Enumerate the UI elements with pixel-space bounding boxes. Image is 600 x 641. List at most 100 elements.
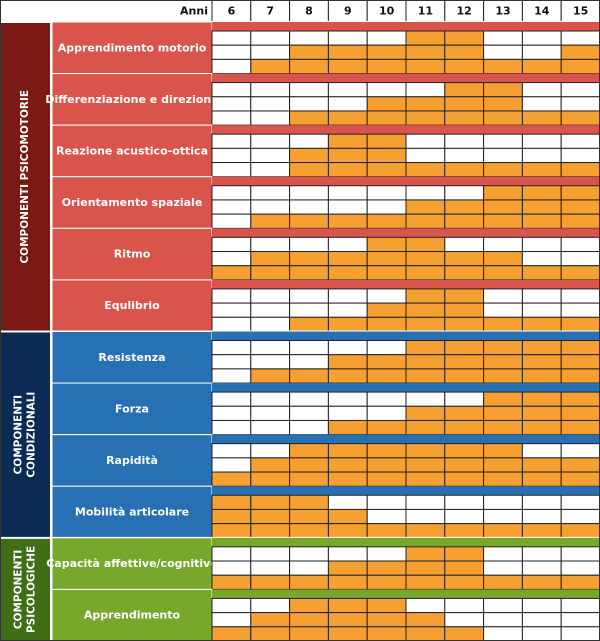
cell-empty — [211, 236, 252, 253]
cell-sensitive — [366, 523, 407, 539]
cell-sensitive — [483, 523, 523, 539]
cell-sensitive — [444, 546, 485, 562]
cell-sensitive — [560, 213, 600, 229]
cell-sensitive — [289, 44, 329, 60]
cell-empty — [521, 494, 562, 510]
row-color-bar — [212, 22, 600, 31]
row-label: Resistenza — [98, 351, 165, 364]
cell-sensitive — [483, 340, 523, 356]
cell-empty — [289, 236, 329, 253]
cell-sensitive — [444, 213, 485, 229]
cell-empty — [560, 82, 600, 98]
cell-sensitive — [327, 626, 368, 641]
cell-sensitive — [405, 612, 446, 628]
cell-empty — [483, 546, 523, 562]
cell-sensitive — [521, 162, 562, 178]
cell-sensitive — [327, 560, 368, 576]
cell-empty — [250, 302, 291, 318]
cell-empty — [560, 302, 600, 318]
cell-empty — [405, 494, 446, 510]
cell-sensitive — [444, 251, 485, 267]
cell-sensitive — [483, 199, 523, 215]
cell-empty — [483, 626, 523, 641]
cell-sensitive — [366, 419, 407, 436]
cell-sensitive — [405, 626, 446, 641]
cell-empty — [289, 546, 329, 562]
cell-sensitive — [289, 162, 329, 178]
cell-sensitive — [405, 443, 446, 459]
row-label: Forza — [115, 402, 149, 415]
cell-sensitive — [444, 288, 485, 304]
cell-sensitive — [366, 58, 407, 75]
cell-empty — [211, 419, 252, 436]
cell-sensitive — [405, 30, 446, 46]
cell-empty — [327, 405, 368, 421]
cell-sensitive — [250, 457, 291, 473]
cell-sensitive — [327, 368, 368, 384]
cell-empty — [483, 302, 523, 318]
cell-empty — [483, 236, 523, 253]
row-label-cell — [51, 537, 213, 590]
cell-sensitive — [366, 443, 407, 459]
group-label-line: CONDIZIONALI — [26, 392, 38, 478]
row-label-cell — [51, 279, 213, 332]
cell-sensitive — [366, 368, 407, 384]
cell-sensitive — [366, 110, 407, 126]
cell-sensitive — [211, 523, 252, 539]
cell-empty — [250, 199, 291, 215]
cell-sensitive — [405, 471, 446, 487]
cell-empty — [444, 185, 485, 201]
cell-empty — [560, 443, 600, 459]
cell-sensitive — [366, 560, 407, 576]
cell-sensitive — [560, 58, 600, 75]
cell-empty — [560, 30, 600, 46]
cell-sensitive — [560, 419, 600, 436]
header-anni-label: Anni — [180, 5, 208, 18]
cell-sensitive — [560, 471, 600, 487]
cell-sensitive — [483, 405, 523, 421]
cell-sensitive — [250, 523, 291, 539]
cell-sensitive — [405, 213, 446, 229]
cell-sensitive — [366, 597, 407, 614]
cell-sensitive — [483, 110, 523, 126]
group-band — [0, 22, 50, 332]
cell-sensitive — [483, 265, 523, 281]
cell-sensitive — [250, 58, 291, 75]
cell-empty — [366, 185, 407, 201]
cell-sensitive — [483, 58, 523, 75]
cell-sensitive — [327, 251, 368, 267]
cell-empty — [560, 236, 600, 253]
cell-sensitive — [366, 251, 407, 267]
row-label: Apprendimento — [84, 609, 181, 622]
cell-empty — [327, 494, 368, 510]
cell-empty — [250, 30, 291, 46]
cell-empty — [250, 405, 291, 421]
cell-sensitive — [327, 508, 368, 525]
cell-sensitive — [327, 457, 368, 473]
cell-empty — [250, 419, 291, 436]
cell-sensitive — [366, 265, 407, 281]
cell-empty — [250, 110, 291, 126]
cell-sensitive — [444, 471, 485, 487]
cell-sensitive — [483, 419, 523, 436]
cell-empty — [327, 185, 368, 201]
cell-empty — [366, 391, 407, 407]
cell-sensitive — [521, 471, 562, 487]
cell-sensitive — [483, 457, 523, 473]
cell-sensitive — [405, 560, 446, 576]
cell-sensitive — [250, 626, 291, 641]
cell-sensitive — [366, 147, 407, 164]
cell-sensitive — [405, 199, 446, 215]
cell-sensitive — [444, 626, 485, 641]
cell-empty — [327, 302, 368, 318]
cell-sensitive — [560, 162, 600, 178]
cell-empty — [483, 508, 523, 525]
cell-sensitive — [483, 368, 523, 384]
cell-empty — [366, 199, 407, 215]
cell-sensitive — [211, 265, 252, 281]
cell-empty — [521, 96, 562, 112]
cell-empty — [521, 236, 562, 253]
cell-sensitive — [483, 354, 523, 370]
cell-empty — [521, 44, 562, 60]
cell-sensitive — [405, 457, 446, 473]
